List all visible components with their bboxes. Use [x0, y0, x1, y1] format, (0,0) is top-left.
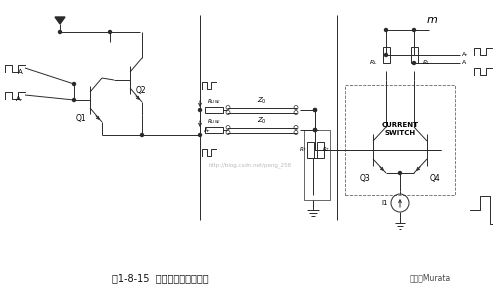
Text: A-: A- — [16, 96, 23, 102]
Text: $R_T$: $R_T$ — [299, 145, 307, 155]
Text: I1: I1 — [382, 200, 388, 206]
Bar — [205, 107, 223, 113]
Text: Q1: Q1 — [75, 114, 86, 122]
Text: Q4: Q4 — [429, 173, 440, 183]
Text: SWITCH: SWITCH — [385, 130, 416, 136]
Circle shape — [294, 106, 298, 109]
Text: CURRENT: CURRENT — [382, 122, 419, 128]
Circle shape — [385, 53, 387, 57]
Text: A-: A- — [462, 53, 468, 58]
Circle shape — [413, 61, 416, 65]
Circle shape — [314, 109, 317, 112]
Circle shape — [72, 99, 75, 101]
Circle shape — [226, 106, 230, 109]
Circle shape — [226, 125, 230, 130]
Text: $R_{LINE}$: $R_{LINE}$ — [207, 117, 221, 127]
Circle shape — [199, 134, 202, 137]
Text: $R_L$: $R_L$ — [422, 58, 430, 68]
Text: $Z_0$: $Z_0$ — [257, 116, 267, 126]
Text: A: A — [462, 60, 466, 65]
Circle shape — [314, 129, 317, 132]
Circle shape — [108, 30, 111, 34]
Circle shape — [59, 30, 62, 34]
Text: $Z_0$: $Z_0$ — [257, 96, 267, 106]
Circle shape — [199, 109, 202, 112]
Circle shape — [413, 29, 416, 32]
Text: $R_{LINE}$: $R_{LINE}$ — [207, 98, 221, 106]
Text: Q2: Q2 — [136, 86, 146, 94]
Circle shape — [294, 125, 298, 130]
Text: $R_T$: $R_T$ — [322, 145, 330, 155]
Bar — [307, 142, 314, 158]
Circle shape — [385, 29, 387, 32]
Bar — [205, 127, 223, 133]
Circle shape — [314, 129, 317, 132]
Bar — [345, 85, 455, 195]
Circle shape — [398, 171, 401, 175]
Circle shape — [226, 130, 230, 135]
Circle shape — [72, 83, 75, 86]
Text: http://blog.csdn.net/peng_258: http://blog.csdn.net/peng_258 — [209, 162, 291, 168]
Circle shape — [226, 111, 230, 114]
Text: m: m — [426, 15, 437, 25]
Text: Q3: Q3 — [359, 173, 370, 183]
Text: A-: A- — [204, 127, 211, 132]
Text: A: A — [18, 69, 23, 75]
Circle shape — [141, 134, 143, 137]
Circle shape — [314, 109, 317, 112]
Bar — [304, 130, 330, 200]
Text: 图1-8-15  差分信号结构示意图: 图1-8-15 差分信号结构示意图 — [112, 273, 209, 283]
Bar — [383, 47, 389, 63]
Bar — [411, 47, 418, 63]
Circle shape — [294, 130, 298, 135]
Circle shape — [294, 111, 298, 114]
Polygon shape — [55, 17, 65, 24]
Text: 微信号Murata: 微信号Murata — [409, 273, 451, 283]
Bar — [317, 142, 323, 158]
Text: $R_L$: $R_L$ — [369, 58, 378, 68]
